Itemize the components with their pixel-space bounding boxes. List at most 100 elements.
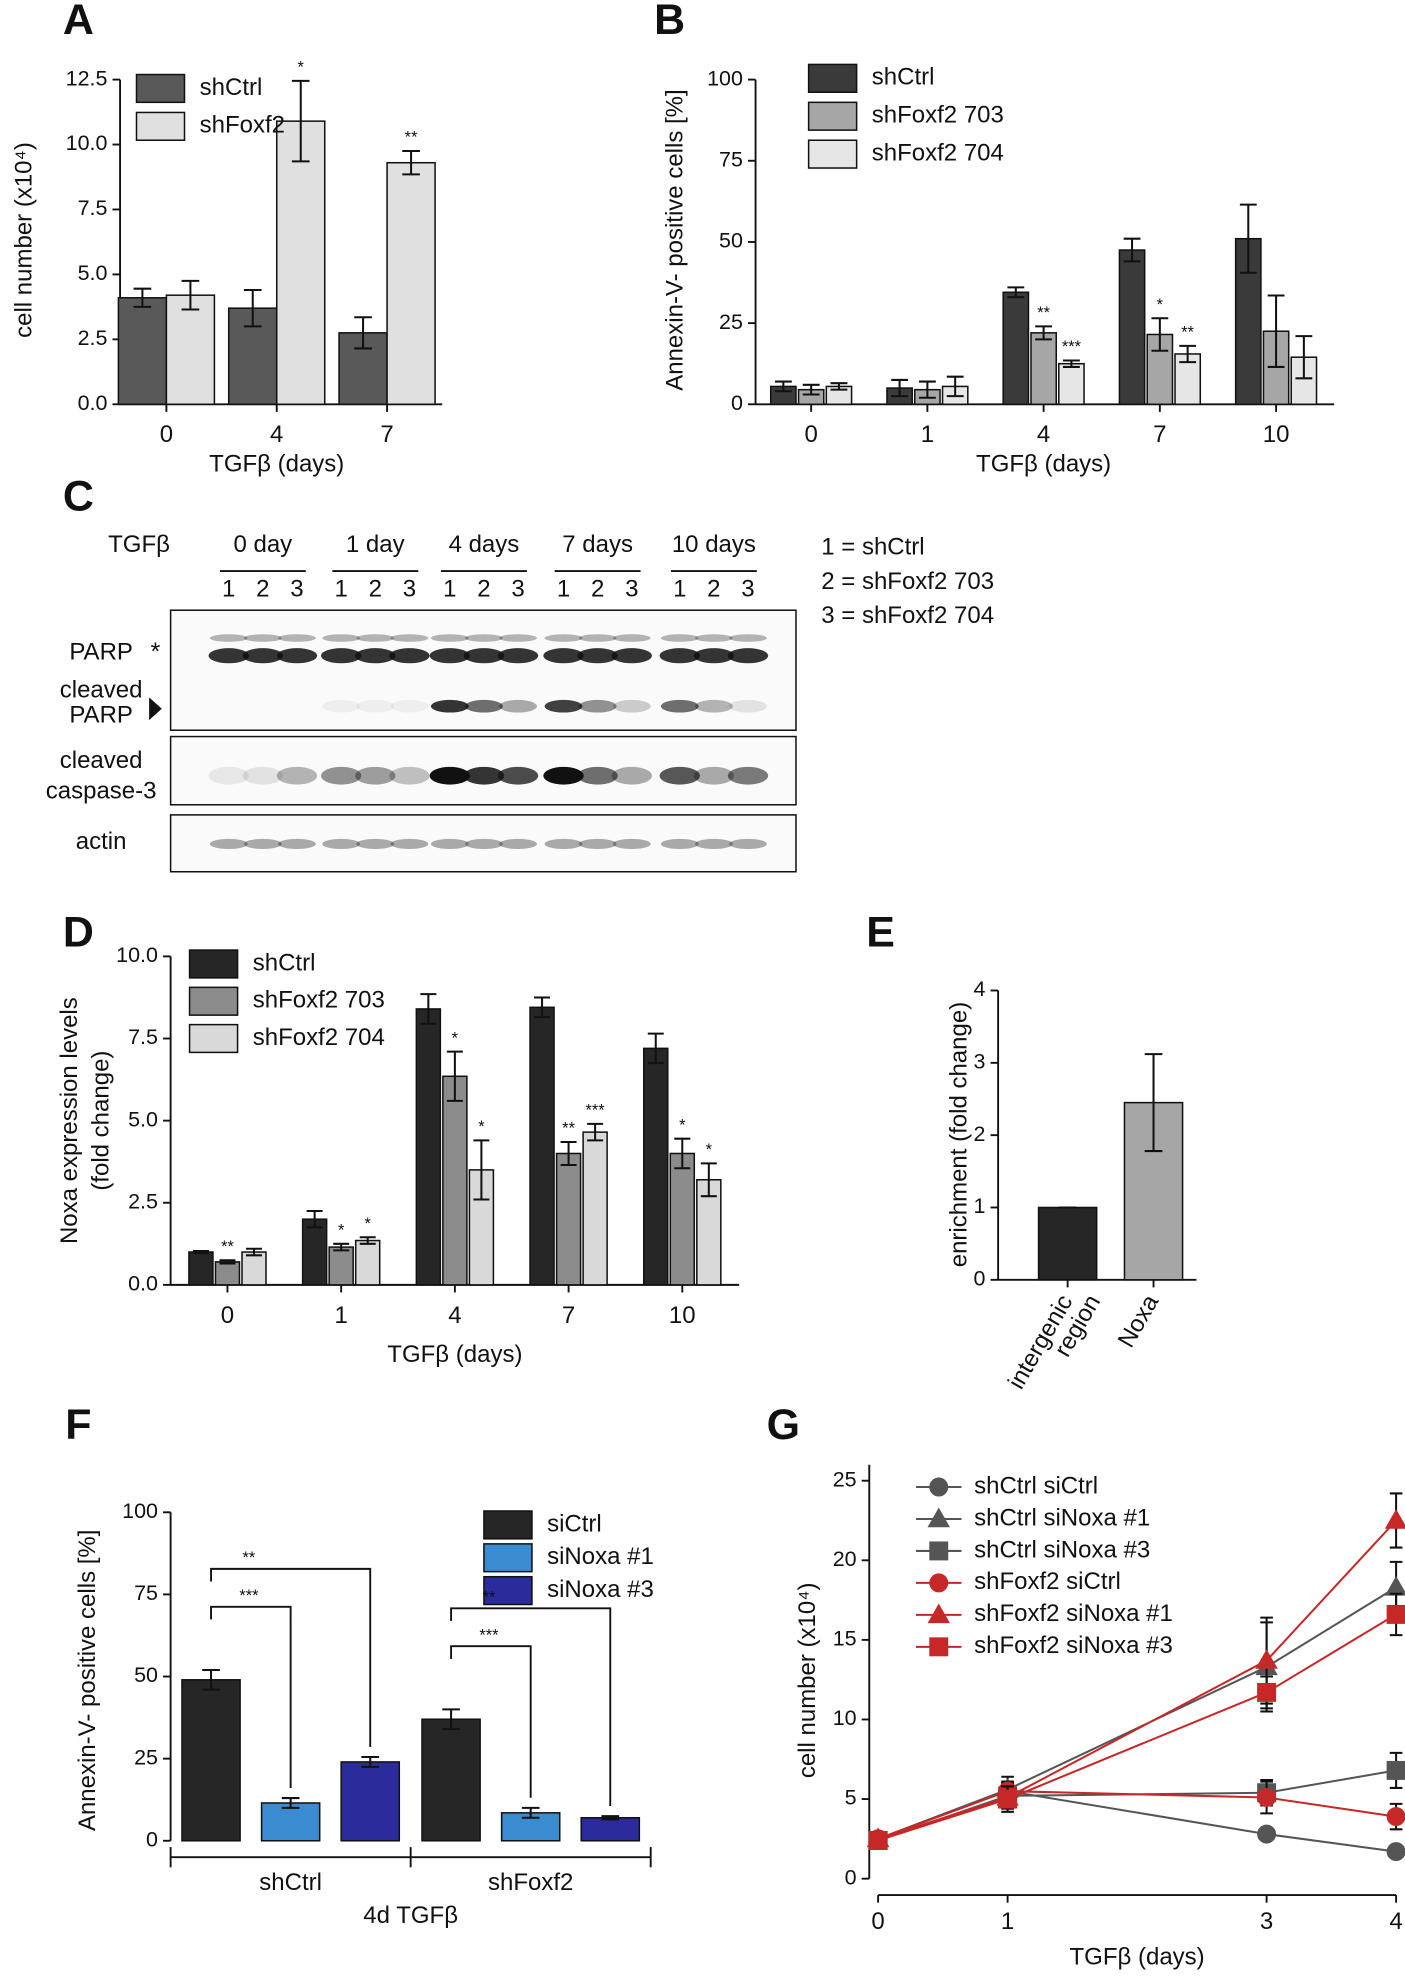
y-axis-label: cell number (x10⁴) — [794, 1582, 821, 1778]
legend-label: shFoxf2 704 — [872, 139, 1004, 166]
blot-band — [389, 766, 430, 785]
y-tick-label: 50 — [719, 229, 743, 253]
bar — [188, 1251, 214, 1286]
bar — [340, 1761, 401, 1842]
bar — [1037, 1206, 1098, 1281]
y-tick-label: 0 — [845, 1865, 857, 1889]
blot-band — [612, 699, 651, 713]
error-bar — [359, 1236, 376, 1245]
bar — [328, 1246, 354, 1286]
blot-band — [209, 838, 248, 849]
significance-bracket — [450, 1645, 532, 1798]
lane-label: 1 — [673, 575, 686, 602]
bar — [415, 1008, 442, 1286]
bar — [181, 1679, 241, 1842]
y-tick-label: 100 — [707, 66, 743, 90]
blot-band — [497, 766, 539, 785]
lane-label: 3 — [290, 575, 303, 602]
x-axis-label: TGFβ (days) — [209, 450, 344, 477]
blot-band — [693, 766, 735, 785]
blot-band — [729, 699, 767, 713]
blot-band — [243, 838, 282, 849]
lane-label: 3 — [403, 575, 416, 602]
error-bar — [243, 288, 262, 328]
y-tick-label: 75 — [719, 147, 743, 171]
y-tick-label: 12.5 — [66, 66, 108, 90]
bar — [529, 1006, 555, 1286]
marker — [1386, 1807, 1405, 1827]
panel-label: E — [866, 908, 895, 956]
x-tick-label: 10 — [1263, 421, 1290, 448]
x-axis-label: TGFβ (days) — [1070, 1944, 1205, 1971]
x-tick-label: 7 — [1153, 421, 1166, 448]
blot-band — [544, 634, 583, 642]
y-tick-label: 2.5 — [128, 1189, 158, 1213]
blot-band — [727, 766, 769, 785]
lane-label: 3 — [625, 575, 638, 602]
error-bar — [891, 378, 909, 398]
legend-label: shFoxf2 703 — [253, 987, 385, 1014]
bar — [442, 1075, 468, 1286]
legend-swatch — [483, 1510, 533, 1540]
y-tick-label: 3 — [974, 1050, 986, 1074]
blot-band — [659, 648, 700, 664]
lane-label: 2 — [477, 575, 490, 602]
x-tick-label: 4 — [270, 421, 283, 448]
y-tick-label: 1 — [974, 1194, 986, 1218]
blot-band — [464, 699, 503, 713]
blot-band — [694, 634, 733, 642]
timepoint-label: 10 days — [672, 531, 756, 558]
error-bar — [674, 1137, 691, 1170]
error-bar — [1179, 344, 1197, 364]
panel-label: B — [654, 0, 685, 44]
legend-swatch — [135, 111, 186, 141]
y-tick-label: 0 — [974, 1266, 986, 1290]
blot-band — [278, 634, 316, 642]
blot-band — [660, 838, 699, 849]
error-bar — [534, 996, 551, 1019]
significance-label: *** — [586, 1102, 606, 1120]
error-bar — [918, 380, 936, 399]
x-tick-label: 4 — [1037, 421, 1050, 448]
legend-label: shFoxf2 703 — [872, 102, 1004, 129]
blot-row-label: cleaved — [60, 676, 143, 703]
y-tick-label: 0 — [146, 1827, 158, 1851]
blot-band — [543, 766, 584, 785]
bar — [642, 1047, 669, 1286]
marker — [929, 1541, 949, 1561]
blot-band — [390, 838, 429, 849]
blot-band — [612, 838, 651, 849]
blot-band — [322, 699, 361, 713]
y-axis-label: cell number (x10⁴) — [11, 142, 38, 338]
series-line — [877, 1519, 1397, 1840]
y-tick-label: 75 — [134, 1581, 158, 1605]
blot-band — [322, 838, 361, 849]
significance-label: ** — [483, 1589, 496, 1607]
error-bar — [1239, 203, 1257, 274]
lane-label: 2 — [707, 575, 720, 602]
significance-label: ** — [1181, 324, 1194, 342]
legend-label: shCtrl — [200, 74, 263, 101]
blot-band — [463, 648, 505, 664]
significance-label: ** — [562, 1120, 575, 1138]
legend-label: shFoxf2 siNoxa #1 — [974, 1600, 1173, 1627]
legend-swatch — [807, 63, 858, 93]
blot-band — [499, 699, 537, 713]
bar — [696, 1178, 722, 1286]
x-tick-label: 4 — [1389, 1908, 1402, 1935]
panel-label: G — [767, 1401, 800, 1449]
error-bar — [133, 287, 152, 308]
blot-band — [208, 648, 249, 664]
error-bar — [1123, 237, 1141, 263]
blot-band — [242, 648, 284, 664]
y-tick-label: 7.5 — [78, 196, 108, 220]
blot-band — [356, 634, 395, 642]
blot-band — [611, 766, 652, 785]
error-bar — [521, 1806, 540, 1819]
blot-row-label: PARP — [69, 639, 133, 666]
significance-label: * — [298, 59, 305, 77]
blot-band — [611, 648, 652, 664]
error-bar — [587, 1122, 604, 1142]
marker — [1384, 1509, 1405, 1529]
